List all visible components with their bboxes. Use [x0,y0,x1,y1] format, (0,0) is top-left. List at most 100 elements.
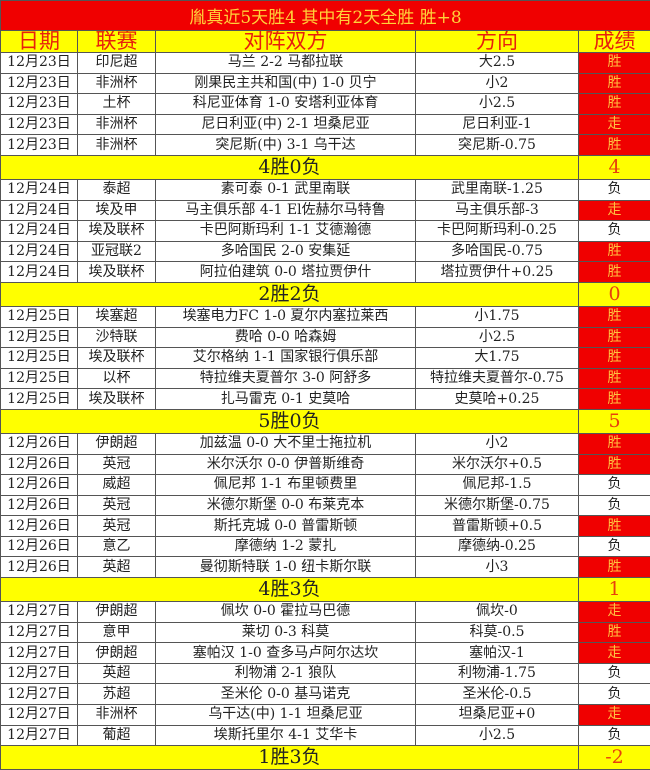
summary-row: 1胜3负-2 [1,746,650,770]
pick-cell: 米德尔斯堡-0.75 [416,495,579,516]
pick-cell: 小1.75 [416,306,579,327]
league-cell: 英冠 [78,516,156,537]
match-cell: 费哈 0-0 哈森姆 [156,327,416,348]
pick-cell: 塔拉贾伊什+0.25 [416,262,579,283]
match-cell: 米尔沃尔 0-0 伊普斯维奇 [156,454,416,475]
match-cell: 圣米伦 0-0 基马诺克 [156,684,416,705]
date-cell: 12月23日 [1,114,78,135]
pick-cell: 佩坎-0 [416,602,579,623]
pick-cell: 坦桑尼亚+0 [416,705,579,726]
result-cell: 胜 [579,389,650,410]
date-cell: 12月26日 [1,454,78,475]
match-cell: 卡巴阿斯玛利 1-1 艾德瀚德 [156,221,416,242]
date-cell: 12月23日 [1,135,78,156]
date-cell: 12月25日 [1,327,78,348]
date-cell: 12月26日 [1,475,78,496]
match-cell: 埃塞电力FC 1-0 夏尔内塞拉莱西 [156,306,416,327]
date-cell: 12月27日 [1,602,78,623]
result-cell: 胜 [579,73,650,94]
league-cell: 印尼超 [78,53,156,74]
pick-cell: 科莫-0.5 [416,622,579,643]
match-cell: 乌干达(中) 1-1 坦桑尼亚 [156,705,416,726]
date-cell: 12月25日 [1,389,78,410]
match-cell: 艾尔格纳 1-1 国家银行俱乐部 [156,348,416,369]
result-cell: 胜 [579,135,650,156]
league-cell: 非洲杯 [78,114,156,135]
day-score: 0 [579,282,650,306]
match-cell: 米德尔斯堡 0-0 布莱克本 [156,495,416,516]
header-row: 日期 联赛 对阵双方 方向 成绩 [1,31,650,53]
result-cell: 负 [579,725,650,746]
league-cell: 意乙 [78,536,156,557]
match-cell: 尼日利亚(中) 2-1 坦桑尼亚 [156,114,416,135]
league-cell: 以杯 [78,368,156,389]
pick-cell: 尼日利亚-1 [416,114,579,135]
date-cell: 12月26日 [1,536,78,557]
match-cell: 斯托克城 0-0 普雷斯顿 [156,516,416,537]
pick-cell: 佩尼邦-1.5 [416,475,579,496]
league-cell: 沙特联 [78,327,156,348]
header-match: 对阵双方 [156,31,416,53]
pick-cell: 塞帕汉-1 [416,643,579,664]
pick-cell: 小2 [416,433,579,454]
day-summary: 5胜0负 [1,409,579,433]
league-cell: 埃及联杯 [78,262,156,283]
league-cell: 伊朗超 [78,643,156,664]
pick-cell: 摩德纳-0.25 [416,536,579,557]
match-cell: 佩坎 0-0 霍拉马巴德 [156,602,416,623]
result-cell: 胜 [579,433,650,454]
result-cell: 胜 [579,348,650,369]
result-cell: 负 [579,221,650,242]
date-cell: 12月27日 [1,622,78,643]
result-cell: 走 [579,602,650,623]
date-cell: 12月23日 [1,94,78,115]
match-cell: 马兰 2-2 马都拉联 [156,53,416,74]
date-cell: 12月23日 [1,53,78,74]
pick-cell: 小2 [416,73,579,94]
result-cell: 胜 [579,327,650,348]
league-cell: 非洲杯 [78,135,156,156]
date-cell: 12月27日 [1,705,78,726]
pick-cell: 大2.5 [416,53,579,74]
date-cell: 12月26日 [1,495,78,516]
date-cell: 12月26日 [1,433,78,454]
date-cell: 12月24日 [1,200,78,221]
result-cell: 胜 [579,368,650,389]
result-cell: 负 [579,475,650,496]
league-cell: 埃及联杯 [78,221,156,242]
match-cell: 阿拉伯建筑 0-0 塔拉贾伊什 [156,262,416,283]
day-summary: 2胜2负 [1,282,579,306]
pick-cell: 突尼斯-0.75 [416,135,579,156]
date-cell: 12月27日 [1,725,78,746]
league-cell: 威超 [78,475,156,496]
league-cell: 意甲 [78,622,156,643]
result-cell: 走 [579,643,650,664]
result-cell: 胜 [579,454,650,475]
match-cell: 素可泰 0-1 武里南联 [156,179,416,200]
league-cell: 埃及甲 [78,200,156,221]
league-cell: 泰超 [78,179,156,200]
pick-cell: 小2.5 [416,327,579,348]
pick-cell: 小2.5 [416,94,579,115]
date-cell: 12月27日 [1,663,78,684]
result-cell: 胜 [579,53,650,74]
match-cell: 突尼斯(中) 3-1 乌干达 [156,135,416,156]
match-cell: 塞帕汉 1-0 查多马卢阿尔达坎 [156,643,416,664]
match-cell: 佩尼邦 1-1 布里顿费里 [156,475,416,496]
